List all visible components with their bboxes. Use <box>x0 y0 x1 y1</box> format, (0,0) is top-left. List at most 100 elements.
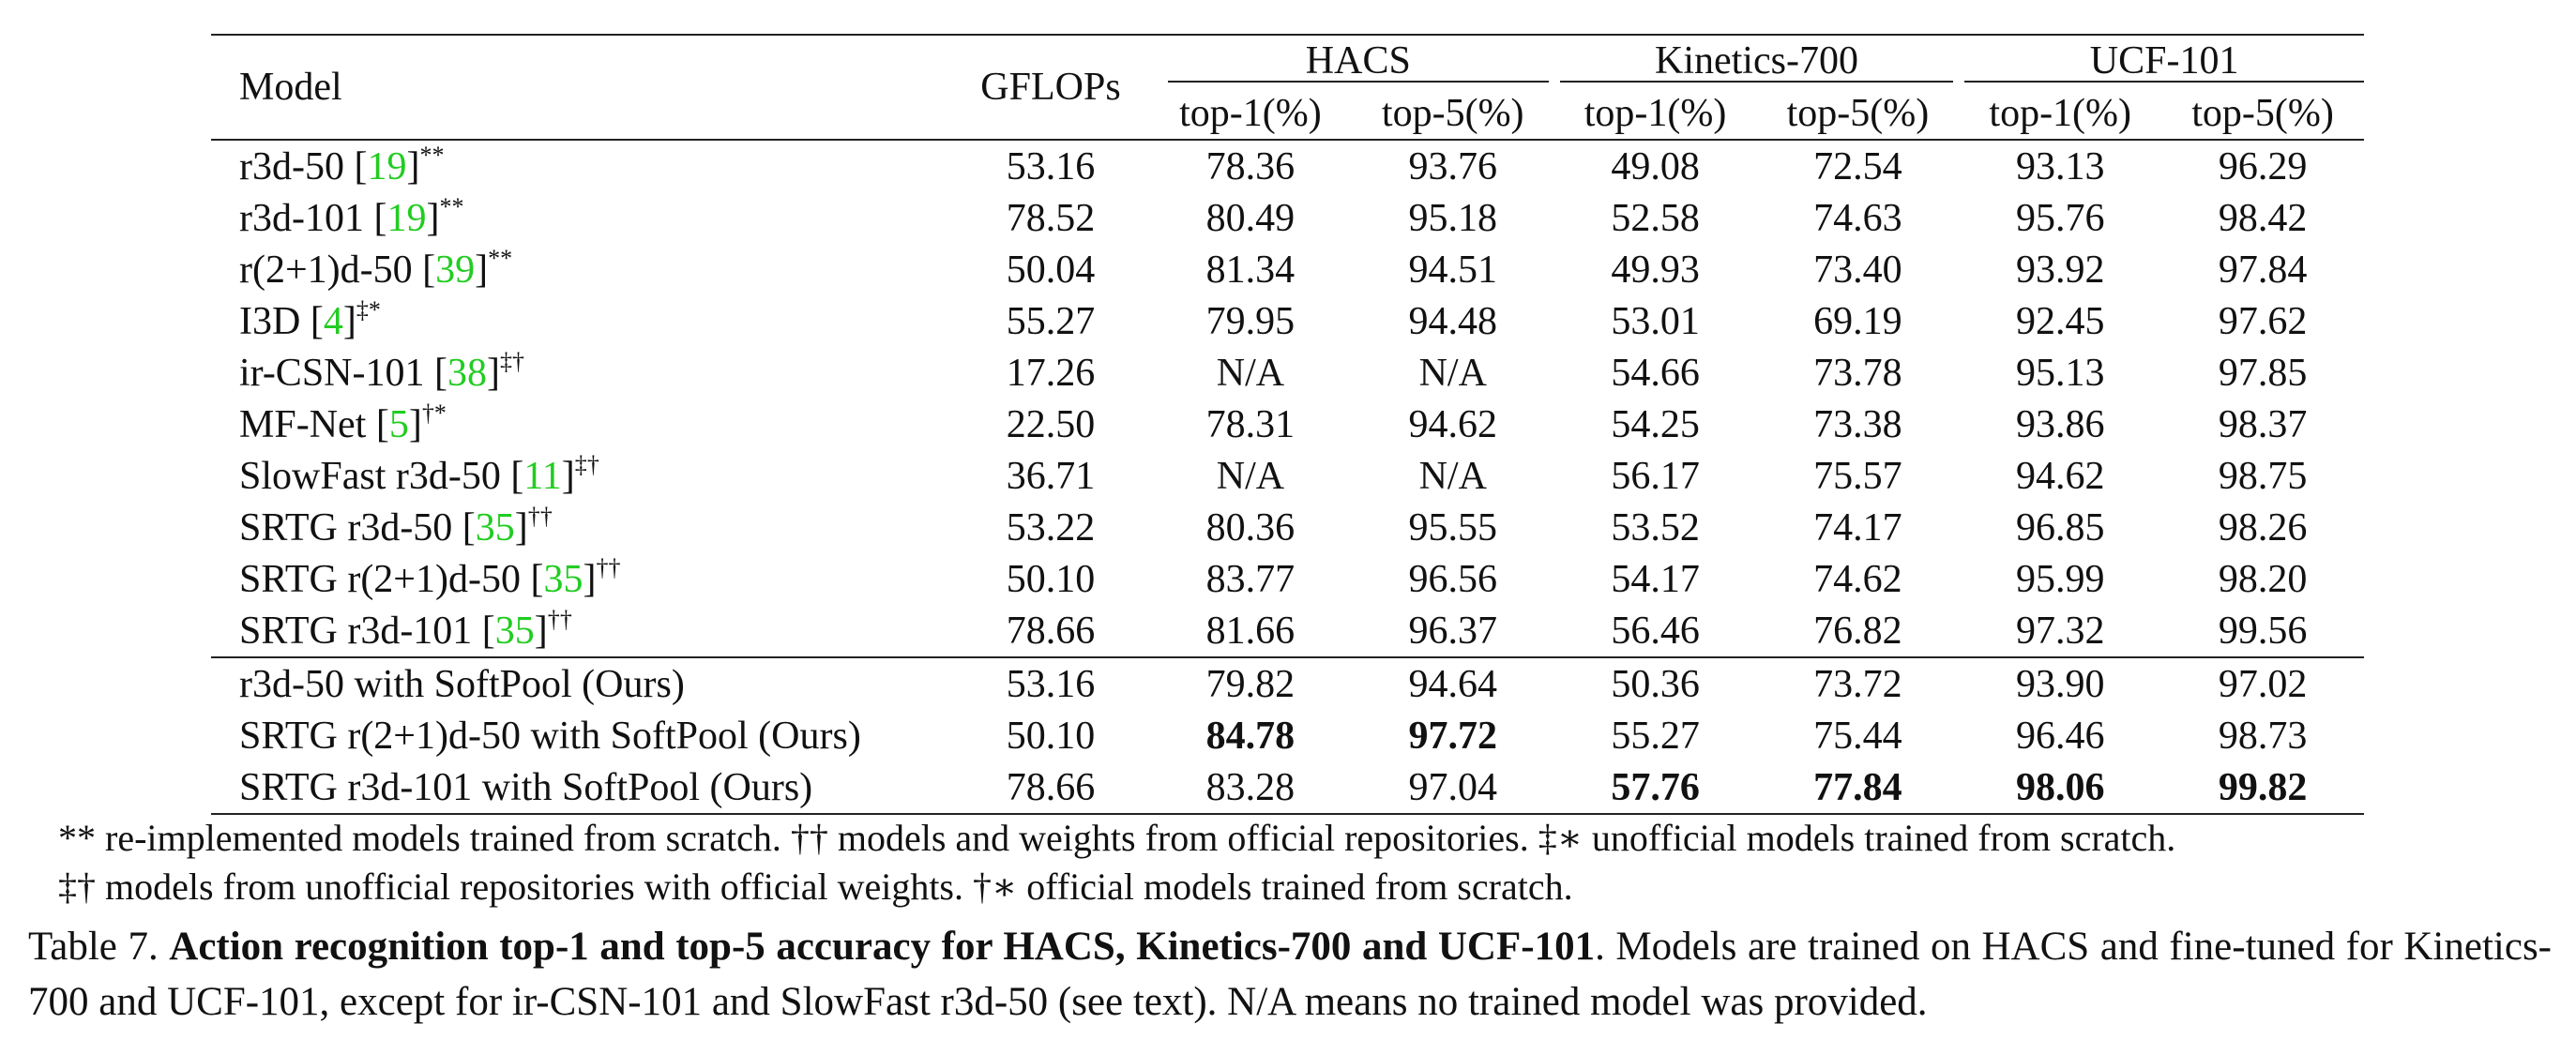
table-row: SRTG r3d-50 [35]†† 53.22 80.36 95.55 53.52 74… <box>211 502 2364 553</box>
accuracy-cell: 97.85 <box>2218 351 2308 395</box>
citation-link[interactable]: 35 <box>475 505 515 550</box>
header-model: Model <box>211 34 952 140</box>
accuracy-cell: 75.44 <box>1813 714 1902 758</box>
accuracy-cell: 81.66 <box>1205 609 1296 653</box>
accuracy-cell: 73.78 <box>1813 351 1902 395</box>
table-row: SlowFast r3d-50 [11]‡† 36.71 N/A N/A 56.17 75… <box>211 450 2364 502</box>
accuracy-cell: 84.78 <box>1205 714 1296 758</box>
citation-bracket: ] <box>426 196 440 240</box>
accuracy-cell: 96.46 <box>2015 714 2105 758</box>
header-group-ucf: UCF-101 <box>1959 34 2364 87</box>
accuracy-cell: 98.42 <box>2218 196 2308 240</box>
header-group-hacs: HACS <box>1149 34 1554 87</box>
gflops-cell: 78.66 <box>1006 609 1096 653</box>
accuracy-cell: 74.17 <box>1813 505 1902 550</box>
citation-bracket: ] <box>475 248 489 292</box>
accuracy-cell: 98.26 <box>2218 505 2308 550</box>
model-name-cell: r3d-50 with SoftPool (Ours) <box>211 656 952 710</box>
accuracy-cell: 95.99 <box>2015 557 2105 601</box>
table-row: MF-Net [5]†* 22.50 78.31 94.62 54.25 73.38 93.… <box>211 399 2364 450</box>
accuracy-cell: 98.75 <box>2218 454 2308 498</box>
accuracy-cell: N/A <box>1216 351 1285 395</box>
accuracy-cell: 95.76 <box>2015 196 2105 240</box>
model-name-cell: r3d-101 [19]** <box>211 192 952 244</box>
table-row: SRTG r(2+1)d-50 with SoftPool (Ours) 50.1… <box>211 710 2364 761</box>
accuracy-cell: 73.40 <box>1813 248 1902 292</box>
header-sub-top1: top-1(%) <box>1989 91 2132 135</box>
footnote-marker: ** <box>439 193 464 221</box>
footnote-marker: ‡† <box>574 451 599 479</box>
accuracy-cell: 54.25 <box>1611 402 1700 446</box>
footnote-marker: †† <box>547 606 572 634</box>
accuracy-cell: N/A <box>1216 454 1285 498</box>
table-row: r(2+1)d-50 [39]** 50.04 81.34 94.51 49.93 73.… <box>211 244 2364 295</box>
accuracy-cell: 75.57 <box>1813 454 1902 498</box>
model-name: SlowFast r3d-50 [ <box>239 454 524 498</box>
citation-bracket: ] <box>583 557 597 601</box>
footnotes: ** re-implemented models trained from sc… <box>58 814 2175 911</box>
gflops-cell: 78.52 <box>1006 196 1096 240</box>
accuracy-cell: N/A <box>1418 454 1487 498</box>
accuracy-cell: 94.62 <box>1408 402 1497 446</box>
accuracy-cell: 56.17 <box>1611 454 1700 498</box>
accuracy-cell: N/A <box>1418 351 1487 395</box>
footnote-marker: †† <box>596 554 621 582</box>
accuracy-cell: 83.28 <box>1149 761 1352 815</box>
citation-link[interactable]: 38 <box>447 351 487 395</box>
model-name-cell: MF-Net [5]†* <box>211 399 952 450</box>
citation-link[interactable]: 35 <box>543 557 583 601</box>
accuracy-cell: 92.45 <box>2015 299 2105 343</box>
footnote-marker: ‡* <box>356 296 381 324</box>
footnote-line: ** re-implemented models trained from sc… <box>58 817 2176 859</box>
citation-link[interactable]: 11 <box>523 454 562 498</box>
model-name: SRTG r3d-101 with SoftPool (Ours) <box>239 765 813 809</box>
accuracy-cell: 99.56 <box>2218 609 2308 653</box>
accuracy-cell: 80.49 <box>1205 196 1296 240</box>
accuracy-cell: 53.01 <box>1611 299 1700 343</box>
accuracy-cell: 77.84 <box>1756 761 1960 815</box>
gflops-cell: 50.10 <box>1006 557 1096 601</box>
table-row: SRTG r(2+1)d-50 [35]†† 50.10 83.77 96.56 54.… <box>211 553 2364 605</box>
citation-link[interactable]: 39 <box>435 248 476 292</box>
accuracy-cell: 94.62 <box>2015 454 2105 498</box>
model-name-cell: r(2+1)d-50 [39]** <box>211 244 952 295</box>
citation-link[interactable]: 19 <box>386 196 427 240</box>
citation-link[interactable]: 4 <box>323 299 343 343</box>
accuracy-cell: 95.13 <box>2015 351 2105 395</box>
results-table-container: Model GFLOPs HACS Kinetics-700 UCF-101 t… <box>211 34 2364 815</box>
citation-link[interactable]: 35 <box>494 609 535 653</box>
accuracy-cell: 78.31 <box>1205 402 1296 446</box>
header-sub-top1: top-1(%) <box>1179 91 1322 135</box>
citation-bracket: ] <box>486 351 500 395</box>
citation-link[interactable]: 19 <box>367 144 407 188</box>
citation-bracket: ] <box>406 144 420 188</box>
model-name-cell: ir-CSN-101 [38]‡† <box>211 347 952 399</box>
accuracy-cell: 94.51 <box>1408 248 1497 292</box>
accuracy-cell: 97.62 <box>2218 299 2308 343</box>
accuracy-cell: 93.90 <box>1959 656 2162 710</box>
gflops-cell: 53.22 <box>1006 505 1096 550</box>
results-table: Model GFLOPs HACS Kinetics-700 UCF-101 t… <box>211 34 2364 815</box>
model-name: SRTG r(2+1)d-50 [ <box>239 557 544 601</box>
caption-text: . Models are trained on HACS and fine-tu… <box>28 925 2552 1024</box>
model-name: SRTG r(2+1)d-50 with SoftPool (Ours) <box>239 714 861 758</box>
citation-bracket: ] <box>342 299 356 343</box>
accuracy-cell: 54.66 <box>1611 351 1700 395</box>
model-name: r(2+1)d-50 [ <box>239 248 436 292</box>
accuracy-cell: 52.58 <box>1611 196 1700 240</box>
citation-bracket: ] <box>534 609 548 653</box>
accuracy-cell: 95.18 <box>1408 196 1497 240</box>
accuracy-cell: 98.37 <box>2218 402 2308 446</box>
accuracy-cell: 50.36 <box>1553 656 1757 710</box>
footnote-marker: ‡† <box>499 348 525 376</box>
accuracy-cell: 94.48 <box>1408 299 1497 343</box>
model-name-cell: SlowFast r3d-50 [11]‡† <box>211 450 952 502</box>
table-header: Model GFLOPs HACS Kinetics-700 UCF-101 t… <box>211 34 2364 140</box>
citation-link[interactable]: 5 <box>388 402 409 446</box>
accuracy-cell: 94.64 <box>1351 656 1554 710</box>
table-row: I3D [4]‡* 55.27 79.95 94.48 53.01 69.19 92.45 9… <box>211 295 2364 347</box>
footnote-marker: †† <box>527 503 553 531</box>
table-caption: Table 7. Action recognition top-1 and to… <box>28 919 2552 1030</box>
accuracy-cell: 76.82 <box>1813 609 1902 653</box>
model-name-cell: SRTG r3d-50 [35]†† <box>211 502 952 553</box>
